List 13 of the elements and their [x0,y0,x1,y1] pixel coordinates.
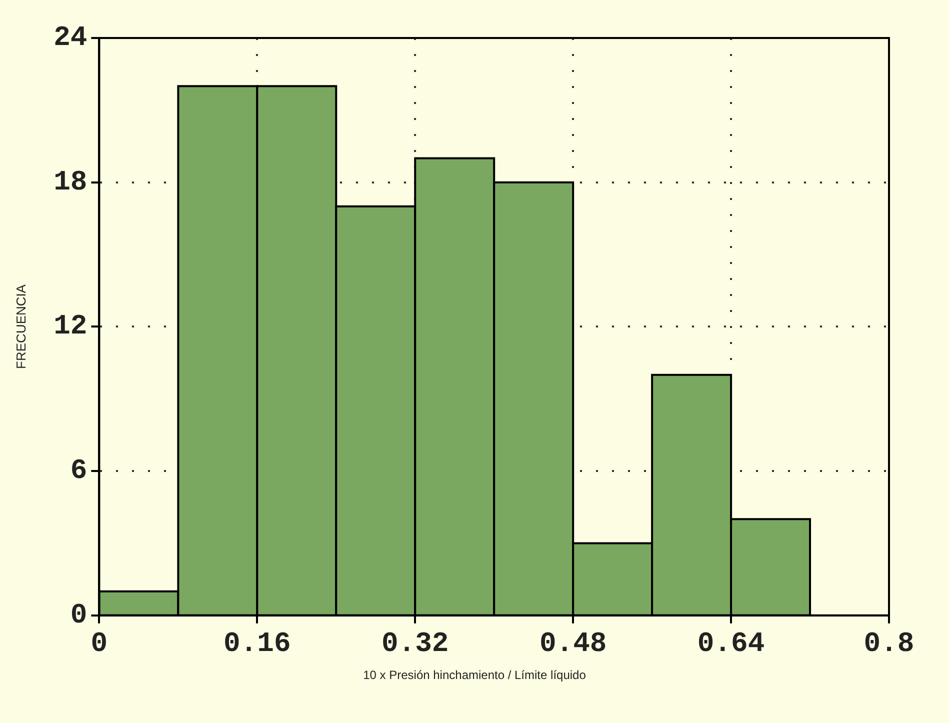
y-tick-label: 18 [54,167,88,198]
x-tick-label: 0 [90,629,108,660]
y-tick-label: 0 [70,600,88,632]
x-axis-title: 10 x Presión hinchamiento / Límite líquido [362,668,587,682]
x-tick-label: 0.32 [382,629,449,660]
x-tick-label: 0.48 [539,629,607,660]
y-tick-label: 24 [54,23,88,54]
y-tick-label: 6 [70,456,88,488]
x-tick-label: 0.8 [864,629,914,660]
y-tick-label: 12 [54,312,88,343]
y-axis-title: FRECUENCIA [13,284,28,369]
x-tick-label: 0.16 [224,629,291,660]
x-tick-label: 0.64 [697,629,765,660]
